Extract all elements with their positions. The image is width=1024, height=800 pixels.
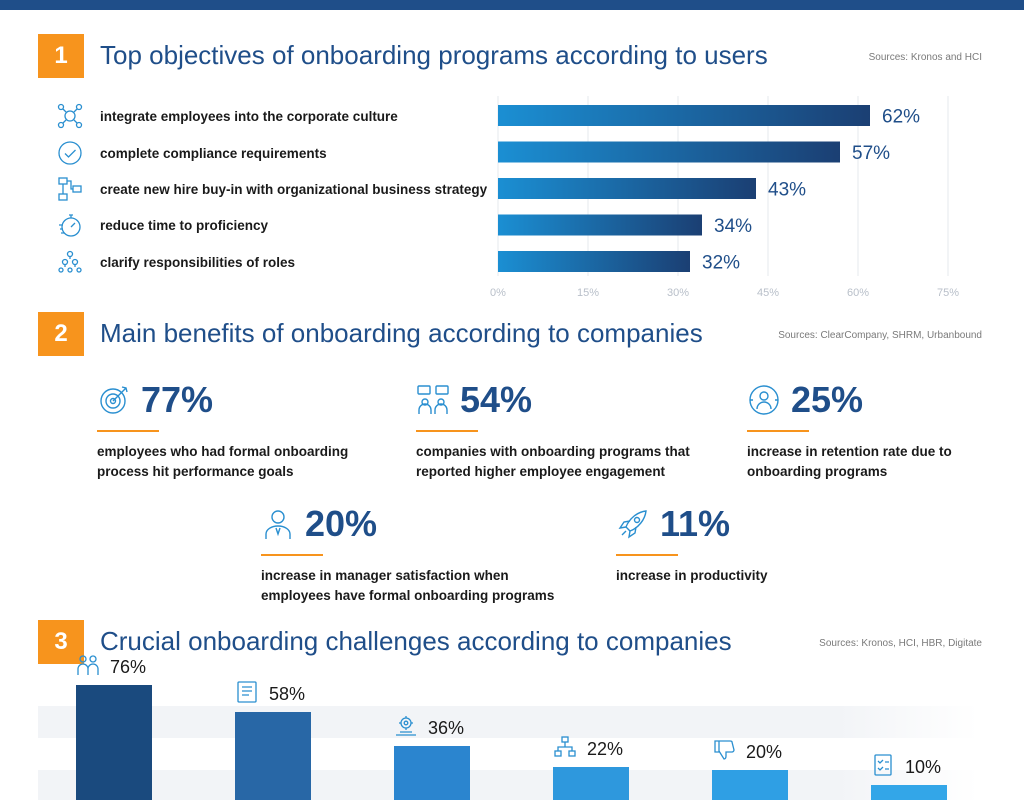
challenge-bar: [394, 745, 470, 800]
culture-network-icon: [55, 101, 85, 131]
rocket-icon: [616, 507, 650, 541]
benefit-value: 54%: [460, 379, 533, 420]
x-tick-label: 60%: [847, 287, 869, 299]
bar: [498, 178, 756, 199]
checkmark-circle-icon: [55, 138, 85, 168]
x-tick-label: 30%: [667, 287, 689, 299]
benefit-value: 11%: [660, 503, 731, 544]
bar: [498, 214, 702, 236]
challenge-label: 20%: [712, 738, 782, 767]
objective-row: integrate employees into the corporate c…: [55, 101, 495, 131]
manager-icon: [261, 507, 295, 541]
objective-row: create new hire buy-in with organization…: [55, 174, 495, 204]
section-title: Top objectives of onboarding programs ac…: [100, 40, 768, 70]
bar-value-label: 32%: [702, 253, 740, 274]
orange-divider: [747, 430, 809, 432]
objective-label: complete compliance requirements: [100, 145, 327, 161]
section-number: 2: [38, 312, 84, 356]
section-source: Sources: Kronos, HCI, HBR, Digitate: [819, 638, 982, 649]
objective-label: reduce time to proficiency: [100, 217, 269, 233]
top-band: [0, 0, 1024, 10]
orange-divider: [261, 554, 323, 556]
stopwatch-icon: [55, 210, 85, 240]
retention-person-icon: [747, 383, 781, 417]
objective-label: clarify responsibilities of roles: [100, 254, 296, 270]
checklist-icon: [871, 753, 905, 782]
benefit-description: employees who had formal onboarding proce…: [97, 444, 349, 479]
orange-divider: [97, 430, 159, 432]
strategy-flowchart-icon: [55, 174, 85, 204]
benefit-stat: 25% increase in retention rate due to onb…: [747, 378, 1024, 482]
challenge-value: 22%: [587, 738, 624, 759]
challenge-bar: [235, 712, 311, 800]
section-number: 1: [38, 34, 84, 78]
objective-label: create new hire buy-in with organization…: [100, 181, 488, 197]
section-title: Main benefits of onboarding according to…: [100, 318, 703, 348]
objective-label: integrate employees into the corporate c…: [100, 108, 398, 124]
challenge-bar: [553, 766, 629, 800]
benefit-stat: 77% employees who had formal onboarding p…: [97, 378, 397, 482]
benefit-description: increase in manager satisfaction when emp…: [261, 568, 555, 603]
x-tick-label: 0%: [490, 287, 506, 299]
people-icon: [76, 653, 110, 682]
bar: [498, 141, 840, 163]
org-chart-icon: [553, 735, 587, 764]
background-band: [38, 770, 978, 800]
section-number: 3: [38, 620, 84, 664]
challenge-label: 58%: [235, 680, 305, 709]
benefit-description: increase in productivity: [616, 568, 768, 583]
challenge-value: 58%: [269, 684, 306, 705]
section-2-header: 2 Main benefits of onboarding according …: [38, 312, 988, 356]
hierarchy-people-icon: [55, 247, 85, 277]
bar-value-label: 34%: [714, 216, 752, 237]
challenge-bar: [871, 784, 947, 800]
document-list-icon: [235, 680, 269, 709]
challenge-value: 10%: [905, 756, 942, 777]
challenge-bar: [712, 769, 788, 800]
benefit-stat: 54% companies with onboarding programs t…: [416, 378, 716, 482]
benefit-value: 25%: [791, 379, 864, 420]
objectives-bar-chart: 62% 57% 43% 34% 32% 0% 15% 30% 45% 60% 75%: [490, 96, 959, 299]
gear-hand-icon: [394, 714, 428, 743]
benefit-description: increase in retention rate due to onboard…: [747, 444, 952, 479]
benefit-value: 20%: [305, 503, 378, 544]
target-icon: [97, 383, 131, 417]
team-engagement-icon: [416, 383, 450, 417]
orange-divider: [416, 430, 478, 432]
challenge-label: 76%: [76, 653, 146, 682]
thumbs-down-icon: [712, 738, 746, 767]
bar: [498, 105, 870, 126]
challenge-value: 20%: [746, 741, 783, 762]
x-tick-label: 75%: [937, 287, 959, 299]
bar-value-label: 43%: [768, 180, 806, 201]
challenge-label: 10%: [871, 753, 941, 782]
x-tick-label: 15%: [577, 287, 599, 299]
benefit-stat: 11% increase in productivity: [616, 502, 916, 586]
challenge-bar: [76, 685, 152, 800]
challenge-value: 76%: [110, 657, 147, 677]
objective-row: complete compliance requirements: [55, 138, 495, 168]
section-source: Sources: Kronos and HCI: [868, 52, 982, 63]
orange-divider: [616, 554, 678, 556]
objective-row: reduce time to proficiency: [55, 210, 495, 240]
background-band: [38, 706, 978, 738]
challenge-value: 36%: [428, 717, 465, 738]
section-title: Crucial onboarding challenges according …: [100, 626, 732, 656]
section-3-header: 3 Crucial onboarding challenges accordin…: [38, 620, 988, 664]
bar: [498, 251, 690, 272]
benefit-stat: 20% increase in manager satisfaction whe…: [261, 502, 581, 606]
bar-value-label: 62%: [882, 107, 920, 128]
benefit-description: companies with onboarding programs that r…: [416, 444, 690, 479]
x-tick-label: 45%: [757, 287, 779, 299]
benefit-value: 77%: [141, 379, 214, 420]
challenge-label: 22%: [553, 735, 623, 764]
section-source: Sources: ClearCompany, SHRM, Urbanbound: [778, 330, 982, 341]
objective-row: clarify responsibilities of roles: [55, 247, 495, 277]
section-1-header: 1 Top objectives of onboarding programs …: [38, 34, 988, 78]
challenge-label: 36%: [394, 714, 464, 743]
bar-value-label: 57%: [852, 143, 890, 164]
